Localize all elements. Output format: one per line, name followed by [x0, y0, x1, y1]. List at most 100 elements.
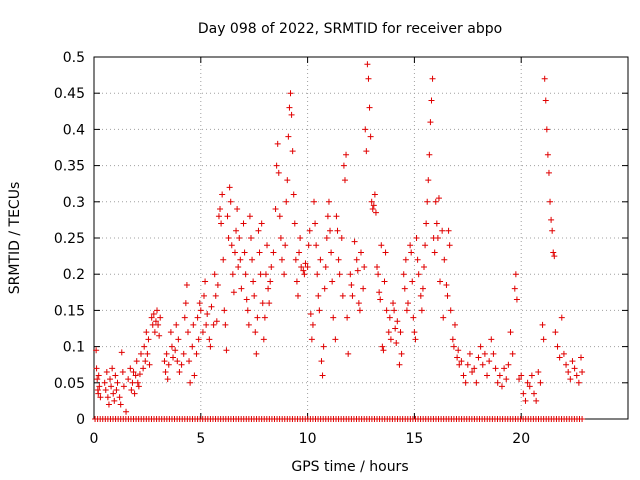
data-point: [103, 368, 110, 375]
data-point: [104, 394, 111, 401]
data-point: [413, 235, 420, 241]
data-point: [323, 235, 330, 241]
data-point: [540, 336, 547, 343]
data-point: [455, 347, 462, 354]
data-point: [433, 220, 440, 227]
data-point: [293, 278, 300, 285]
data-point: [144, 350, 151, 357]
data-point: [110, 390, 117, 397]
data-point: [167, 329, 174, 336]
data-point: [338, 235, 345, 241]
data-point: [505, 361, 512, 368]
data-point: [435, 195, 442, 202]
data-point: [154, 307, 161, 314]
data-point: [290, 191, 297, 198]
data-point: [186, 358, 193, 365]
data-point: [354, 267, 361, 274]
data-point: [261, 314, 268, 321]
data-point: [392, 325, 399, 332]
data-point: [437, 278, 444, 285]
data-point: [101, 379, 108, 386]
data-point: [371, 191, 378, 198]
data-point: [481, 350, 488, 357]
data-point: [260, 336, 267, 343]
data-point: [334, 227, 341, 234]
data-point: [329, 278, 336, 285]
data-point: [225, 235, 232, 241]
y-tick-label: 0.1: [63, 340, 85, 356]
data-point: [488, 336, 495, 343]
data-point: [182, 300, 189, 307]
data-point: [393, 339, 400, 346]
data-point: [367, 133, 374, 140]
data-point: [503, 376, 510, 383]
data-point: [125, 376, 132, 383]
data-point: [370, 202, 377, 209]
data-point: [304, 263, 311, 270]
data-point: [335, 256, 342, 263]
data-point: [397, 329, 404, 336]
data-point: [227, 198, 234, 205]
data-point: [252, 329, 259, 336]
data-point: [181, 314, 188, 321]
data-point: [172, 347, 179, 354]
data-point: [380, 347, 387, 354]
data-point: [127, 365, 134, 372]
data-point: [157, 314, 164, 321]
data-point: [550, 249, 557, 256]
data-point: [479, 361, 486, 368]
data-point: [258, 220, 265, 227]
data-point: [281, 271, 288, 278]
data-point: [296, 249, 303, 256]
data-point: [223, 347, 230, 354]
data-point: [201, 292, 208, 299]
data-point: [466, 350, 473, 357]
data-point: [441, 256, 448, 263]
data-point: [256, 249, 263, 256]
data-point: [174, 358, 181, 365]
data-point: [567, 376, 574, 383]
data-point: [164, 376, 171, 383]
data-point: [272, 206, 279, 213]
data-point: [194, 314, 201, 321]
data-point: [243, 296, 250, 303]
y-tick-label: 0.25: [54, 231, 85, 247]
data-point: [130, 368, 137, 375]
data-point: [447, 307, 454, 314]
data-point: [229, 271, 236, 278]
data-point: [128, 387, 135, 394]
data-point: [228, 242, 235, 249]
data-point: [251, 292, 258, 299]
data-point: [396, 361, 403, 368]
data-point: [247, 235, 254, 241]
data-point: [427, 119, 434, 126]
data-point: [565, 368, 572, 375]
data-point: [494, 379, 501, 386]
data-point: [131, 390, 138, 397]
data-point: [313, 242, 320, 249]
data-point: [422, 242, 429, 249]
data-point: [429, 75, 436, 82]
data-point: [552, 329, 559, 336]
data-point: [234, 206, 241, 213]
data-point: [462, 379, 469, 386]
data-point: [178, 361, 185, 368]
data-point: [573, 372, 580, 379]
data-point: [458, 358, 465, 365]
data-point: [569, 358, 576, 365]
data-point: [170, 354, 177, 361]
data-point: [426, 151, 433, 158]
data-point: [381, 278, 388, 285]
data-point: [245, 321, 252, 328]
data-point: [386, 314, 393, 321]
data-point: [93, 365, 100, 372]
data-point: [542, 97, 549, 104]
data-point: [391, 307, 398, 314]
y-tick-label: 0.15: [54, 303, 85, 319]
data-point: [268, 263, 275, 270]
data-point: [113, 387, 120, 394]
data-point: [142, 358, 149, 365]
data-point: [501, 365, 508, 372]
data-point: [531, 390, 538, 397]
data-point: [262, 271, 269, 278]
